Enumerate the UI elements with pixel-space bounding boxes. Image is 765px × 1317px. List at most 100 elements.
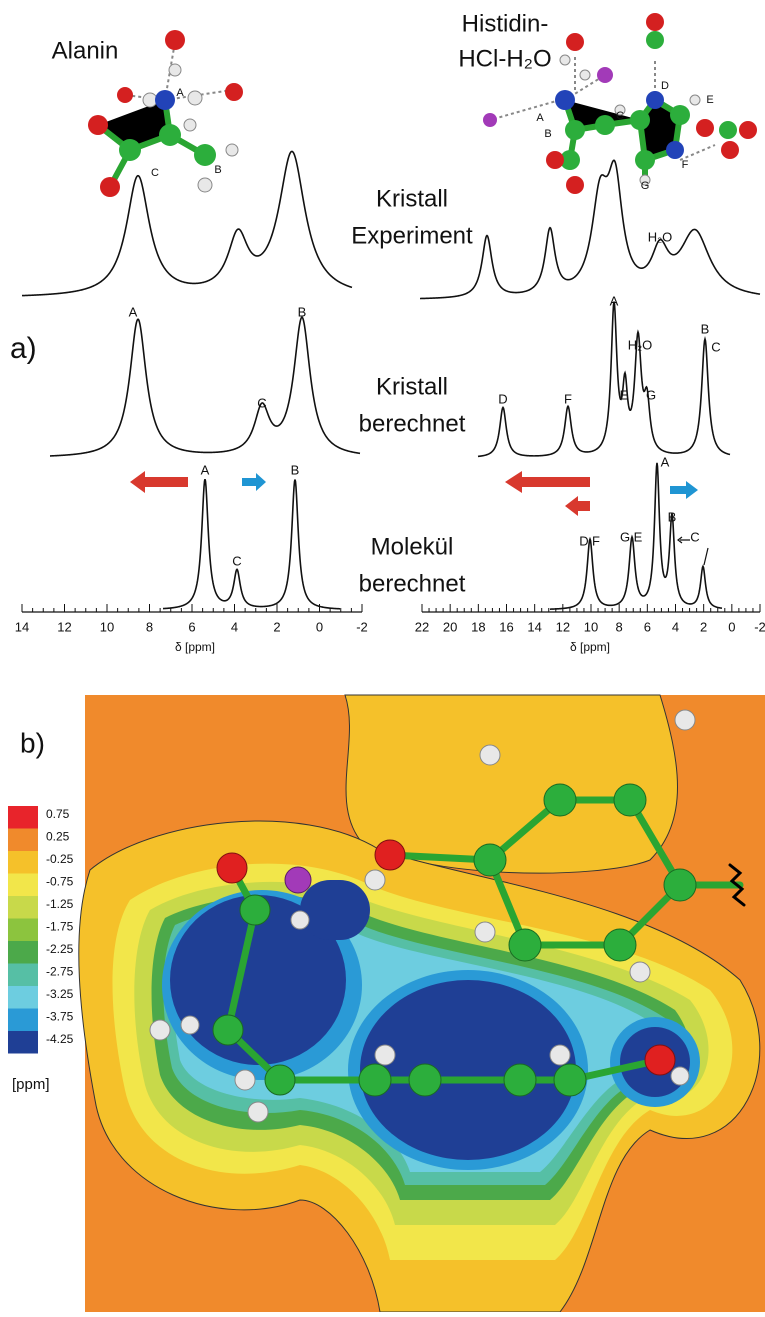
colorbar-band [8,828,38,851]
spectrum-alanin-calc [49,316,361,457]
label: Experiment [351,222,473,249]
colorbar-label: -0.75 [46,875,74,889]
label: G [620,529,630,544]
label: H₂O [628,337,653,352]
label: A [129,304,138,319]
colorbar-label: 0.75 [46,807,70,821]
label: A [201,462,210,477]
label: F [564,391,572,406]
label: G [641,180,650,192]
molecule-alanin [88,30,243,197]
tick-label: 2 [700,619,707,634]
tick-label: 2 [273,619,280,634]
colorbar [8,806,38,1054]
label: Alanin [52,37,119,64]
tick-label: 6 [188,619,195,634]
panel-label: a) [10,332,37,365]
label: C [616,110,624,122]
colorbar-band [8,1031,38,1054]
label: E [634,529,643,544]
molecule-histidin [483,13,757,194]
tick-label: 12 [556,619,570,634]
colorbar-unit: [ppm] [12,1076,50,1093]
colorbar-label: -3.75 [46,1010,74,1024]
tick-label: 4 [231,619,238,634]
tick-label: 10 [100,619,114,634]
tick-label: 8 [616,619,623,634]
tick-label: 14 [15,619,29,634]
label: C [711,339,720,354]
tick-label: 12 [57,619,71,634]
label: D [579,533,588,548]
label: A [610,293,619,308]
tick-label: 8 [146,619,153,634]
label: B [291,462,300,477]
colorbar-label: -3.25 [46,987,74,1001]
contour-map [78,694,765,1313]
colorbar-band [8,963,38,986]
label: D [498,391,507,406]
spectrum-histidin-exp [419,159,761,300]
label: B [544,128,551,140]
colorbar-label: -1.25 [46,897,74,911]
colorbar-band [8,896,38,919]
colorbar-label: -2.25 [46,942,74,956]
label: C [690,529,699,544]
label: F [682,159,689,171]
label: B [214,164,221,176]
spectrum-histidin-mol [549,462,723,610]
colorbar-band [8,851,38,874]
label: Histidin- [462,10,549,37]
molecule-b [149,709,746,1123]
colorbar-band [8,1008,38,1031]
colorbar-label: -0.25 [46,852,74,866]
label: C [232,553,241,568]
label: berechnet [359,410,466,437]
tick-label: 20 [443,619,457,634]
tick-label: 14 [527,619,541,634]
spectrum-alanin-exp [21,150,353,297]
label: B [668,509,677,524]
colorbar-band [8,986,38,1009]
tick-label: -2 [356,619,368,634]
label: H₂O [648,229,673,244]
label: B [701,321,710,336]
label: berechnet [359,570,466,597]
spectrum-histidin-calc [477,301,731,458]
colorbar-band [8,941,38,964]
tick-label: 10 [584,619,598,634]
label: A [661,454,670,469]
colorbar-band [8,873,38,896]
spectrum-alanin-mol [162,478,341,610]
axis-label: δ [ppm] [570,640,610,654]
label: G [646,387,656,402]
label: C [257,395,266,410]
tick-label: 0 [316,619,323,634]
axis-label: δ [ppm] [175,640,215,654]
colorbar-label: -1.75 [46,920,74,934]
label: HCl-H₂O [458,45,551,72]
panel-label: b) [20,727,45,758]
label: E [706,94,713,106]
label: C [151,167,159,179]
label: F [592,533,600,548]
tick-label: 6 [644,619,651,634]
tick-label: 0 [728,619,735,634]
shift-arrows [130,471,709,566]
tick-label: 16 [499,619,513,634]
colorbar-label: -2.75 [46,965,74,979]
tick-label: 22 [415,619,429,634]
label: Molekül [371,533,454,560]
colorbar-band [8,806,38,829]
tick-label: -2 [754,619,765,634]
label: D [661,80,669,92]
colorbar-band [8,918,38,941]
label: Kristall [376,373,448,400]
tick-label: 4 [672,619,679,634]
label: A [536,112,544,124]
tick-label: 18 [471,619,485,634]
colorbar-label: 0.25 [46,830,70,844]
label: Kristall [376,185,448,212]
label: A [176,87,184,99]
